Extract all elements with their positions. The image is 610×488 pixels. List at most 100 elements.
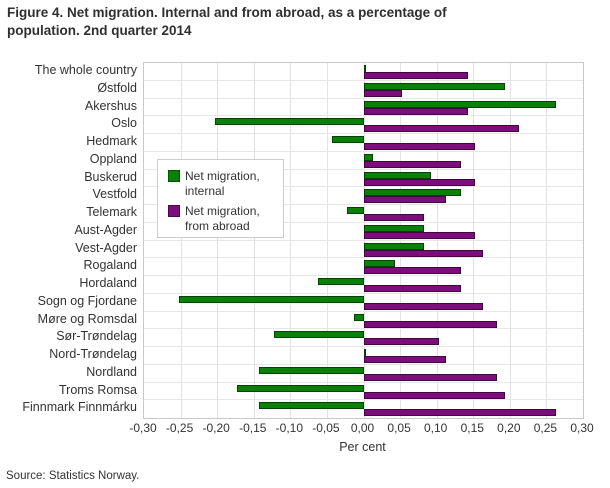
- category-row: [144, 383, 583, 401]
- gridline: [326, 63, 328, 418]
- bar-abroad: [363, 320, 498, 328]
- category-label: Nordland: [86, 364, 137, 379]
- category-row: [144, 116, 583, 134]
- gridline: [363, 63, 365, 418]
- bar-internal: [363, 100, 556, 108]
- x-tick-label: 0,05: [387, 421, 411, 435]
- legend-entry-internal: Net migration, internal: [168, 169, 279, 199]
- bar-internal: [237, 384, 364, 392]
- bar-abroad: [363, 143, 476, 150]
- gridline: [509, 63, 511, 418]
- category-label: Akershus: [84, 98, 137, 113]
- category-label: Oslo: [111, 116, 137, 131]
- category-label: Vest-Agder: [75, 240, 137, 255]
- category-row: [144, 223, 583, 241]
- x-tick-label: -0,20: [202, 421, 230, 435]
- x-tick-label: 0,25: [533, 421, 558, 435]
- bar-internal: [363, 82, 505, 90]
- chart-title: Figure 4. Net migration. Internal and fr…: [7, 4, 603, 40]
- legend-label-abroad: Net migration, from abroad: [185, 204, 260, 233]
- category-label: Hedmark: [86, 134, 137, 148]
- bar-internal: [259, 402, 364, 410]
- legend-swatch-internal-icon: [168, 170, 180, 182]
- category-row: [144, 276, 583, 294]
- gridline: [546, 63, 548, 418]
- plot-area: [143, 62, 584, 419]
- gridline: [436, 63, 438, 418]
- gridline: [400, 63, 402, 418]
- category-label: Oppland: [89, 151, 137, 166]
- category-label: Nord-Trøndelag: [49, 347, 137, 361]
- bar-abroad: [363, 391, 505, 399]
- x-tick-label: -0,10: [275, 421, 304, 435]
- source-note: Source: Statistics Norway.: [6, 470, 140, 482]
- chart-title-line-2: population. 2nd quarter 2014: [7, 22, 192, 38]
- bar-abroad: [363, 196, 446, 204]
- bar-abroad: [363, 231, 476, 239]
- category-row: [144, 63, 583, 81]
- x-tick-label: -0,25: [165, 421, 194, 435]
- category-label: Østfold: [97, 80, 137, 95]
- bar-internal: [363, 171, 432, 179]
- bar-abroad: [363, 373, 498, 381]
- category-label: Aust-Agder: [74, 222, 137, 237]
- category-row: [144, 99, 583, 117]
- x-tick-label: -0,30: [129, 421, 157, 435]
- gridline: [290, 63, 292, 418]
- bar-internal: [178, 295, 364, 303]
- bar-abroad: [363, 72, 468, 79]
- gridline: [473, 63, 475, 418]
- bar-abroad: [363, 285, 461, 292]
- bar-internal: [354, 313, 364, 321]
- x-axis-ticks: -0,30 -0,25 -0,20 -0,15 -0,10 -0,05 0,00 0,05 0,…: [0, 421, 610, 436]
- x-tick-label: 0,00: [350, 421, 375, 435]
- category-label: Møre og Romsdal: [37, 311, 137, 326]
- bar-internal: [273, 331, 364, 339]
- bar-abroad: [363, 302, 483, 310]
- category-row: [144, 347, 583, 365]
- bar-abroad: [363, 409, 556, 417]
- category-row: [144, 400, 583, 418]
- category-row: [144, 312, 583, 330]
- bar-internal: [317, 278, 364, 285]
- bar-abroad: [363, 125, 520, 133]
- bar-internal: [259, 366, 364, 374]
- category-label: Sør-Trøndelag: [56, 329, 137, 344]
- category-row: [144, 329, 583, 347]
- bar-abroad: [363, 214, 425, 221]
- category-row: [144, 294, 583, 312]
- category-label: Sogn og Fjordane: [37, 293, 137, 308]
- x-tick-label: 0,10: [423, 421, 448, 435]
- category-label: Buskerud: [84, 169, 137, 184]
- bar-abroad: [363, 356, 446, 363]
- category-label: Telemark: [86, 205, 137, 219]
- bar-abroad: [363, 178, 476, 186]
- x-tick-label: 0,15: [460, 421, 484, 435]
- x-tick-label: 0,30: [570, 421, 594, 435]
- bar-abroad: [363, 107, 468, 115]
- category-label: Rogaland: [83, 258, 137, 273]
- gridline: [253, 63, 255, 418]
- category-row: [144, 241, 583, 259]
- bar-internal: [363, 153, 373, 161]
- x-tick-label: -0,15: [239, 421, 267, 435]
- category-row: [144, 258, 583, 276]
- x-tick-label: 0,20: [497, 421, 521, 435]
- legend-swatch-abroad-icon: [168, 205, 180, 217]
- category-label: The whole country: [34, 63, 137, 77]
- bar-internal: [332, 136, 364, 143]
- bar-abroad: [363, 267, 461, 275]
- bar-internal: [363, 349, 366, 356]
- bar-abroad: [363, 338, 439, 346]
- category-label: Finnmark Finnmárku: [22, 400, 137, 415]
- legend-entry-abroad: Net migration, from abroad: [168, 204, 279, 234]
- category-row: [144, 170, 583, 188]
- bar-internal: [363, 224, 425, 232]
- legend: Net migration, internal Net migration, f…: [157, 159, 284, 238]
- category-label: Hordaland: [79, 276, 137, 290]
- chart-title-line-1: Figure 4. Net migration. Internal and fr…: [7, 5, 447, 20]
- gridline: [180, 63, 182, 418]
- legend-label-internal: Net migration, internal: [185, 169, 260, 198]
- bar-internal: [363, 189, 461, 197]
- category-row: [144, 134, 583, 152]
